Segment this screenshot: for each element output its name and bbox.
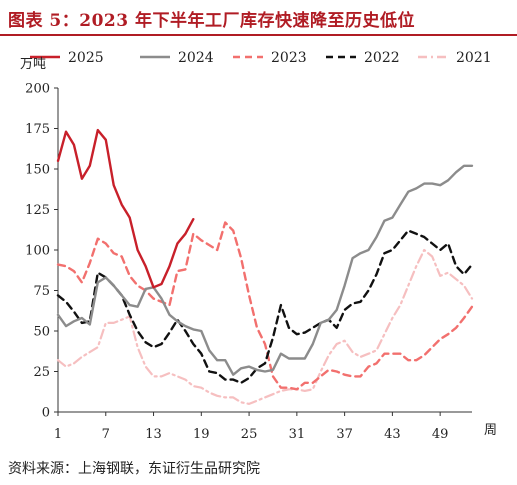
series-line-2022 [56, 229, 474, 384]
y-tick-label: 75 [33, 284, 50, 299]
legend-label-2021: 2021 [456, 50, 492, 66]
x-tick-label: 25 [241, 427, 258, 442]
title-divider [0, 34, 517, 36]
y-tick-label: 50 [33, 325, 50, 340]
y-tick-label: 25 [33, 365, 50, 380]
y-tick-label: 150 [25, 163, 50, 178]
x-tick-label: 1 [54, 427, 62, 442]
series-line-2021 [56, 248, 474, 405]
series-group [56, 128, 474, 405]
legend-label-2024: 2024 [178, 50, 214, 66]
x-axis-label: 周 [484, 423, 497, 438]
x-tick-label: 13 [145, 427, 162, 442]
x-tick-label: 43 [384, 427, 401, 442]
x-tick-label: 7 [102, 427, 110, 442]
series-line-2025 [56, 128, 195, 289]
y-tick-label: 200 [25, 82, 50, 97]
legend-label-2025: 2025 [68, 50, 104, 66]
chart-title: 图表 5：2023 年下半年工厂库存快速降至历史低位 [8, 11, 415, 31]
x-tick-label: 31 [289, 427, 306, 442]
x-tick-label: 49 [432, 427, 449, 442]
axes: 0 25 50 75 100 125 150 175 200 1 7 13 19 25 31 37 43 49 [25, 82, 472, 442]
series-line-2023 [56, 221, 474, 391]
y-axis-label: 万吨 [20, 57, 46, 72]
x-tick-label: 37 [336, 427, 353, 442]
x-tick-label: 19 [193, 427, 210, 442]
legend-label-2023: 2023 [271, 50, 307, 66]
y-tick-label: 125 [25, 203, 50, 218]
legend-label-2022: 2022 [364, 50, 400, 66]
y-tick-label: 0 [42, 406, 50, 421]
series-line-2024 [56, 164, 474, 376]
legend: 2025 2024 2023 2022 2021 [30, 50, 492, 66]
y-tick-label: 100 [25, 244, 50, 259]
source-note: 资料来源：上海钢联，东证衍生品研究院 [8, 461, 260, 477]
y-tick-label: 175 [25, 122, 50, 137]
